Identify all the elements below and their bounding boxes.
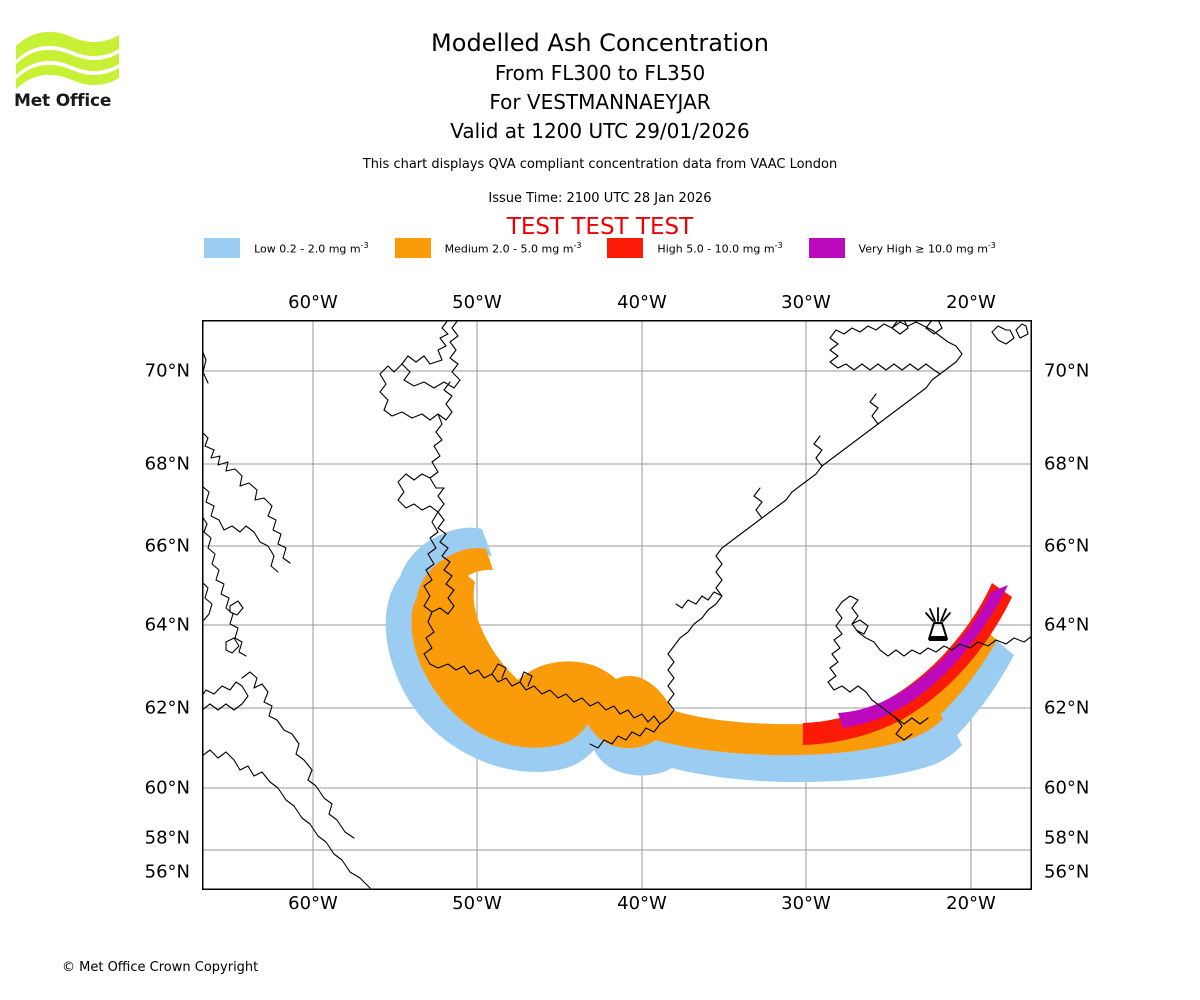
lat-tick-right-64n: 64°N — [1044, 614, 1090, 636]
qva-note: This chart displays QVA compliant concen… — [362, 157, 838, 172]
lon-tick-bottom-50w: 50°W — [452, 893, 502, 914]
met-office-logo: Met Office — [14, 28, 124, 113]
plume-medium-contour — [411, 564, 943, 756]
coastlines — [202, 320, 1032, 889]
ash-concentration-map[interactable] — [202, 320, 1032, 890]
lat-tick-right-66n: 66°N — [1044, 535, 1090, 557]
plume-very-high-contour — [838, 585, 1008, 728]
legend-item-very-high: Very High ≥ 10.0 mg m-3 — [808, 238, 996, 258]
met-office-wave-icon — [16, 31, 119, 89]
legend-swatch-very-high — [808, 238, 845, 258]
plume-medium-nw-arm — [417, 548, 493, 611]
coastline-greenland-north — [829, 320, 963, 375]
legend-swatch-medium — [394, 238, 431, 258]
lat-tick-left-56n: 56°N — [144, 861, 190, 883]
lon-tick-top-40w: 40°W — [617, 292, 667, 313]
chart-title-block: Modelled Ash Concentration From FL300 to… — [0, 28, 1200, 146]
coastline-greenland-west — [379, 320, 583, 703]
legend-label-very-high: Very High ≥ 10.0 mg m-3 — [858, 240, 996, 256]
lat-tick-right-62n: 62°N — [1044, 697, 1090, 719]
lat-tick-left-66n: 66°N — [144, 535, 190, 557]
lon-tick-bottom-40w: 40°W — [617, 893, 667, 914]
legend-label-medium: Medium 2.0 - 5.0 mg m-3 — [444, 240, 582, 256]
lat-tick-right-56n: 56°N — [1044, 861, 1090, 883]
lat-tick-left-70n: 70°N — [144, 360, 190, 382]
lat-tick-left-62n: 62°N — [144, 697, 190, 719]
met-office-logo-text: Met Office — [14, 91, 112, 111]
lon-tick-top-30w: 30°W — [781, 292, 831, 313]
legend-label-high: High 5.0 - 10.0 mg m-3 — [657, 240, 783, 256]
lon-tick-bottom-20w: 20°W — [946, 893, 996, 914]
legend-item-high: High 5.0 - 10.0 mg m-3 — [607, 238, 783, 258]
lon-tick-bottom-60w: 60°W — [288, 893, 338, 914]
volcano-eruption-icon — [925, 607, 951, 622]
issue-time: Issue Time: 2100 UTC 28 Jan 2026 — [488, 191, 712, 206]
copyright-notice: © Met Office Crown Copyright — [62, 960, 259, 975]
legend-item-medium: Medium 2.0 - 5.0 mg m-3 — [394, 238, 582, 258]
ash-plume — [385, 527, 1014, 783]
lat-tick-right-58n: 58°N — [1044, 827, 1090, 849]
lon-tick-top-20w: 20°W — [946, 292, 996, 313]
lon-tick-top-60w: 60°W — [288, 292, 338, 313]
lon-tick-bottom-30w: 30°W — [781, 893, 831, 914]
coastline-greenland-east — [581, 373, 941, 749]
concentration-legend: Low 0.2 - 2.0 mg m-3 Medium 2.0 - 5.0 mg… — [0, 238, 1200, 258]
coastline-iceland — [827, 595, 1032, 741]
legend-swatch-low — [204, 238, 241, 258]
lat-tick-left-58n: 58°N — [144, 827, 190, 849]
volcano-base — [929, 636, 947, 641]
lat-tick-left-64n: 64°N — [144, 614, 190, 636]
map-background — [202, 320, 1032, 890]
volcano-name-line: For VESTMANNAEYJAR — [489, 90, 711, 114]
valid-time-line: Valid at 1200 UTC 29/01/2026 — [450, 119, 750, 143]
map-frame — [202, 320, 1032, 890]
coastline-baffin-labrador — [202, 349, 371, 889]
lat-tick-right-60n: 60°N — [1044, 777, 1090, 799]
lat-tick-left-68n: 68°N — [144, 453, 190, 475]
test-banner: TEST TEST TEST — [506, 214, 694, 240]
coastline-small-islands — [991, 323, 1029, 345]
flight-level-line: From FL300 to FL350 — [494, 61, 706, 85]
lat-tick-left-60n: 60°N — [144, 777, 190, 799]
lat-tick-right-70n: 70°N — [1044, 360, 1090, 382]
lat-tick-right-68n: 68°N — [1044, 453, 1090, 475]
volcano-source-marker[interactable] — [925, 607, 951, 641]
legend-label-low: Low 0.2 - 2.0 mg m-3 — [254, 240, 369, 256]
legend-item-low: Low 0.2 - 2.0 mg m-3 — [204, 238, 369, 258]
lon-tick-top-50w: 50°W — [452, 292, 502, 313]
page-title: Modelled Ash Concentration — [431, 29, 769, 57]
legend-swatch-high — [607, 238, 644, 258]
